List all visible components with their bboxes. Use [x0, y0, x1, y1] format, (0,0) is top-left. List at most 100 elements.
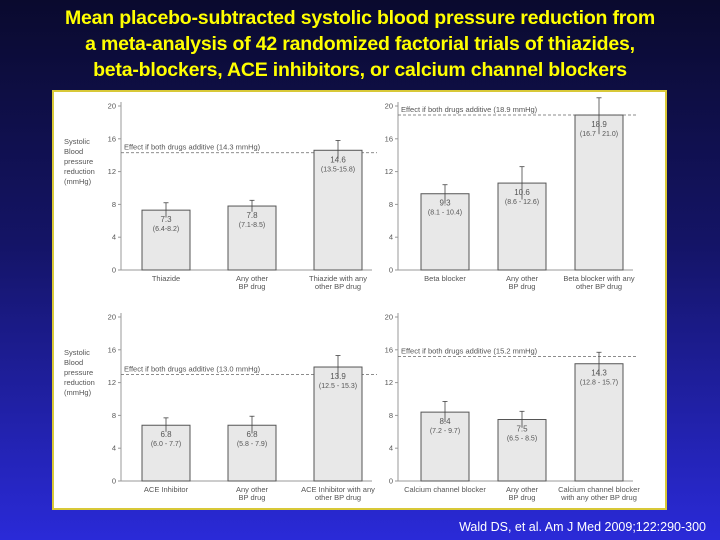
citation: Wald DS, et al. Am J Med 2009;122:290-30… — [459, 520, 706, 534]
y-tick-label: 16 — [108, 345, 116, 354]
y-axis-label: Blood — [64, 358, 83, 367]
y-tick-label: 0 — [389, 477, 393, 486]
y-tick-label: 8 — [389, 200, 393, 209]
bar-ci-label: (8.6 - 12.6) — [505, 199, 539, 206]
chart-panel-2: 0 4 8 12 16 20 Effect if both drugs additive (… — [385, 97, 638, 291]
y-axis-label: reduction — [64, 378, 95, 387]
y-tick-label: 20 — [108, 313, 116, 322]
y-axis-label: Blood — [64, 147, 83, 156]
x-category-label: Beta blocker with any — [563, 274, 635, 283]
x-category-label: BP drug — [239, 282, 266, 291]
x-category-label: ACE Inhibitor — [144, 485, 189, 494]
bar-ci-label: (6.0 - 7.7) — [151, 441, 181, 448]
x-category-label: ACE Inhibitor with any — [301, 485, 375, 494]
y-tick-label: 12 — [385, 378, 393, 387]
y-tick-label: 4 — [112, 444, 116, 453]
bar-value-label: 14.6 — [330, 155, 346, 164]
x-category-label: Thiazide with any — [309, 274, 367, 283]
figure-svg: 048121620SystolicBloodpressurereduction(… — [64, 97, 641, 503]
bar — [227, 205, 277, 271]
y-tick-label: 20 — [385, 102, 393, 111]
bar-value-label: 7.5 — [516, 425, 528, 434]
bar-value-label: 14.3 — [591, 369, 607, 378]
bar-ci-label: (7.1-8.5) — [239, 222, 265, 229]
x-category-label: Calcium channel blocker — [404, 485, 486, 494]
bar-value-label: 8.4 — [439, 417, 451, 426]
x-category-label: Calcium channel blocker — [558, 485, 640, 494]
y-axis-label: reduction — [64, 167, 95, 176]
y-tick-label: 12 — [385, 167, 393, 176]
y-tick-label: 8 — [112, 200, 116, 209]
y-tick-label: 20 — [385, 313, 393, 322]
chart-panel-4: 0 4 8 12 16 20 Effect if both drugs additive (… — [385, 313, 641, 503]
title-line-1: Mean placebo-subtracted systolic blood p… — [64, 7, 656, 29]
bar — [141, 424, 191, 482]
bar-ci-label: (7.2 - 9.7) — [430, 428, 460, 435]
bar-ci-label: (16.7 - 21.0) — [580, 131, 618, 138]
bar — [574, 363, 624, 482]
y-tick-label: 0 — [389, 266, 393, 275]
chart-panel-1: 048121620SystolicBloodpressurereduction(… — [64, 102, 377, 291]
y-tick-label: 8 — [112, 411, 116, 420]
y-tick-label: 4 — [112, 233, 116, 242]
x-category-label: Any other — [506, 485, 539, 494]
bar-ci-label: (8.1 - 10.4) — [428, 210, 462, 217]
bar — [420, 411, 470, 482]
y-tick-label: 12 — [108, 167, 116, 176]
bar-ci-label: (6.5 - 8.5) — [507, 436, 537, 443]
bar — [574, 114, 624, 271]
y-tick-label: 20 — [108, 102, 116, 111]
bar — [227, 424, 277, 482]
y-tick-label: 0 — [112, 266, 116, 275]
y-tick-label: 16 — [385, 345, 393, 354]
bar-value-label: 6.8 — [160, 430, 172, 439]
x-category-label: Beta blocker — [424, 274, 466, 283]
y-axis-label: Systolic — [64, 348, 90, 357]
bar-ci-label: (5.8 - 7.9) — [237, 441, 267, 448]
x-category-label: other BP drug — [315, 493, 361, 502]
additive-effect-label: Effect if both drugs additive (13.0 mmHg… — [124, 364, 261, 373]
x-category-label: other BP drug — [576, 282, 622, 291]
y-axis-label: Systolic — [64, 137, 90, 146]
bar-value-label: 6.8 — [246, 430, 258, 439]
x-category-label: Any other — [236, 274, 269, 283]
bar — [497, 419, 547, 482]
y-axis-label: (mmHg) — [64, 388, 92, 397]
bar-value-label: 13.9 — [330, 372, 346, 381]
y-axis-label: (mmHg) — [64, 177, 92, 186]
y-tick-label: 4 — [389, 233, 393, 242]
y-tick-label: 12 — [108, 378, 116, 387]
bar-ci-label: (13.5-15.8) — [321, 166, 355, 173]
title-line-2: a meta-analysis of 42 randomized factori… — [85, 33, 635, 55]
bar-value-label: 18.9 — [591, 120, 607, 129]
y-tick-label: 16 — [108, 134, 116, 143]
x-category-label: BP drug — [509, 282, 536, 291]
bar-ci-label: (6.4-8.2) — [153, 226, 179, 233]
additive-effect-label: Effect if both drugs additive (15.2 mmHg… — [401, 346, 538, 355]
bar — [420, 193, 470, 271]
x-category-label: Any other — [506, 274, 539, 283]
bar — [313, 149, 363, 271]
additive-effect-label: Effect if both drugs additive (14.3 mmHg… — [124, 143, 261, 152]
y-tick-label: 8 — [389, 411, 393, 420]
bar-value-label: 7.8 — [246, 211, 258, 220]
figure-panel: 0 4 8 12 16 20 Systolic Blood pressure reduction(… — [52, 90, 667, 510]
bar-value-label: 9.3 — [439, 199, 451, 208]
y-tick-label: 0 — [112, 477, 116, 486]
x-category-label: BP drug — [239, 493, 266, 502]
bar-value-label: 10.6 — [514, 188, 530, 197]
y-axis-label: pressure — [64, 157, 93, 166]
x-category-label: other BP drug — [315, 282, 361, 291]
bar-value-label: 7.3 — [160, 215, 172, 224]
title-line-3: beta-blockers, ACE inhibitors, or calciu… — [93, 59, 627, 81]
chart-panel-3: 048121620SystolicBloodpressurereduction(… — [64, 313, 377, 502]
bar-ci-label: (12.8 - 15.7) — [580, 380, 618, 387]
bar-ci-label: (12.5 - 15.3) — [319, 383, 357, 390]
x-category-label: Thiazide — [152, 274, 180, 283]
y-axis-label: pressure — [64, 368, 93, 377]
slide-title: Mean placebo-subtracted systolic blood p… — [0, 5, 720, 83]
y-tick-label: 16 — [385, 134, 393, 143]
x-category-label: BP drug — [509, 493, 536, 502]
additive-effect-label: Effect if both drugs additive (18.9 mmHg… — [401, 105, 538, 114]
x-category-label: Any other — [236, 485, 269, 494]
